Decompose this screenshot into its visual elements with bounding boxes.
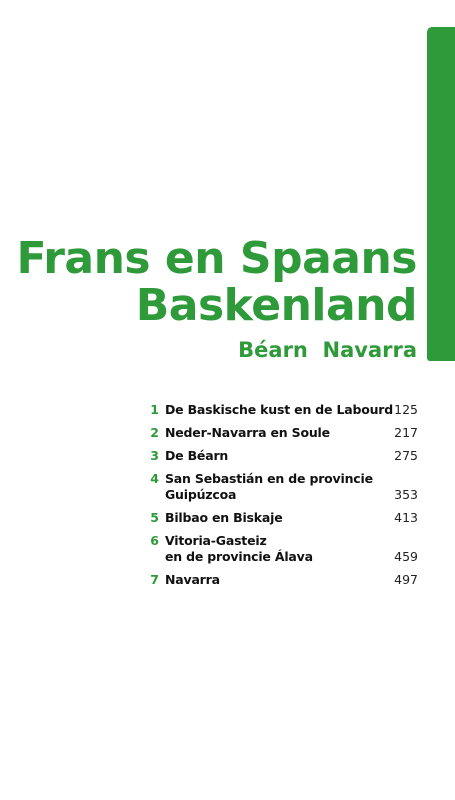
- chapter-title: Neder-Navarra en Soule: [165, 425, 330, 440]
- chapter-title: De Baskische kust en de Labourd: [165, 402, 394, 417]
- chapter-title: Vitoria-Gasteiz: [165, 533, 267, 548]
- chapter-number: 7: [150, 572, 159, 587]
- chapter-title: De Béarn: [165, 448, 229, 463]
- page-number: 497: [394, 572, 418, 587]
- page-number: 459: [394, 549, 418, 564]
- chapter-title: San Sebastián en de provincie: [165, 471, 373, 486]
- page-number: 125: [394, 402, 418, 417]
- chapter-number: 3: [150, 448, 159, 463]
- page-number: 275: [394, 448, 418, 463]
- chapter-title: en de provincie Álava: [165, 549, 313, 564]
- chapter-number: 5: [150, 510, 159, 525]
- chapter-number: 2: [150, 425, 159, 440]
- chapter-title: Guipúzcoa: [165, 487, 237, 502]
- page-number: 413: [394, 510, 418, 525]
- title-line: Baskenland: [135, 280, 418, 331]
- chapter-number: 4: [150, 471, 159, 486]
- section-tab: [427, 27, 455, 361]
- page-number: 217: [394, 425, 418, 440]
- page-number: 353: [394, 487, 418, 502]
- chapter-number: 6: [150, 533, 159, 548]
- chapter-title: Navarra: [165, 572, 220, 587]
- title-line: Frans en Spaans: [16, 233, 417, 284]
- subtitle: Béarn Navarra: [238, 338, 417, 362]
- chapter-title: Bilbao en Biskaje: [165, 510, 283, 525]
- chapter-number: 1: [150, 402, 159, 417]
